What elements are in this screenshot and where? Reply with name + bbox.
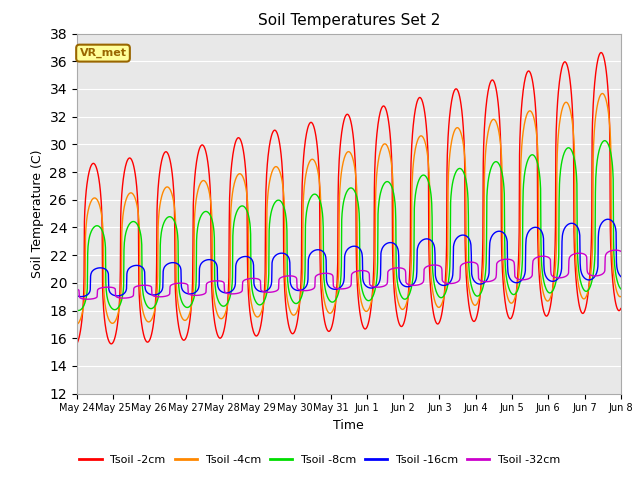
X-axis label: Time: Time <box>333 419 364 432</box>
Title: Soil Temperatures Set 2: Soil Temperatures Set 2 <box>258 13 440 28</box>
Text: VR_met: VR_met <box>79 48 127 58</box>
Y-axis label: Soil Temperature (C): Soil Temperature (C) <box>31 149 44 278</box>
Legend: Tsoil -2cm, Tsoil -4cm, Tsoil -8cm, Tsoil -16cm, Tsoil -32cm: Tsoil -2cm, Tsoil -4cm, Tsoil -8cm, Tsoi… <box>75 451 565 469</box>
